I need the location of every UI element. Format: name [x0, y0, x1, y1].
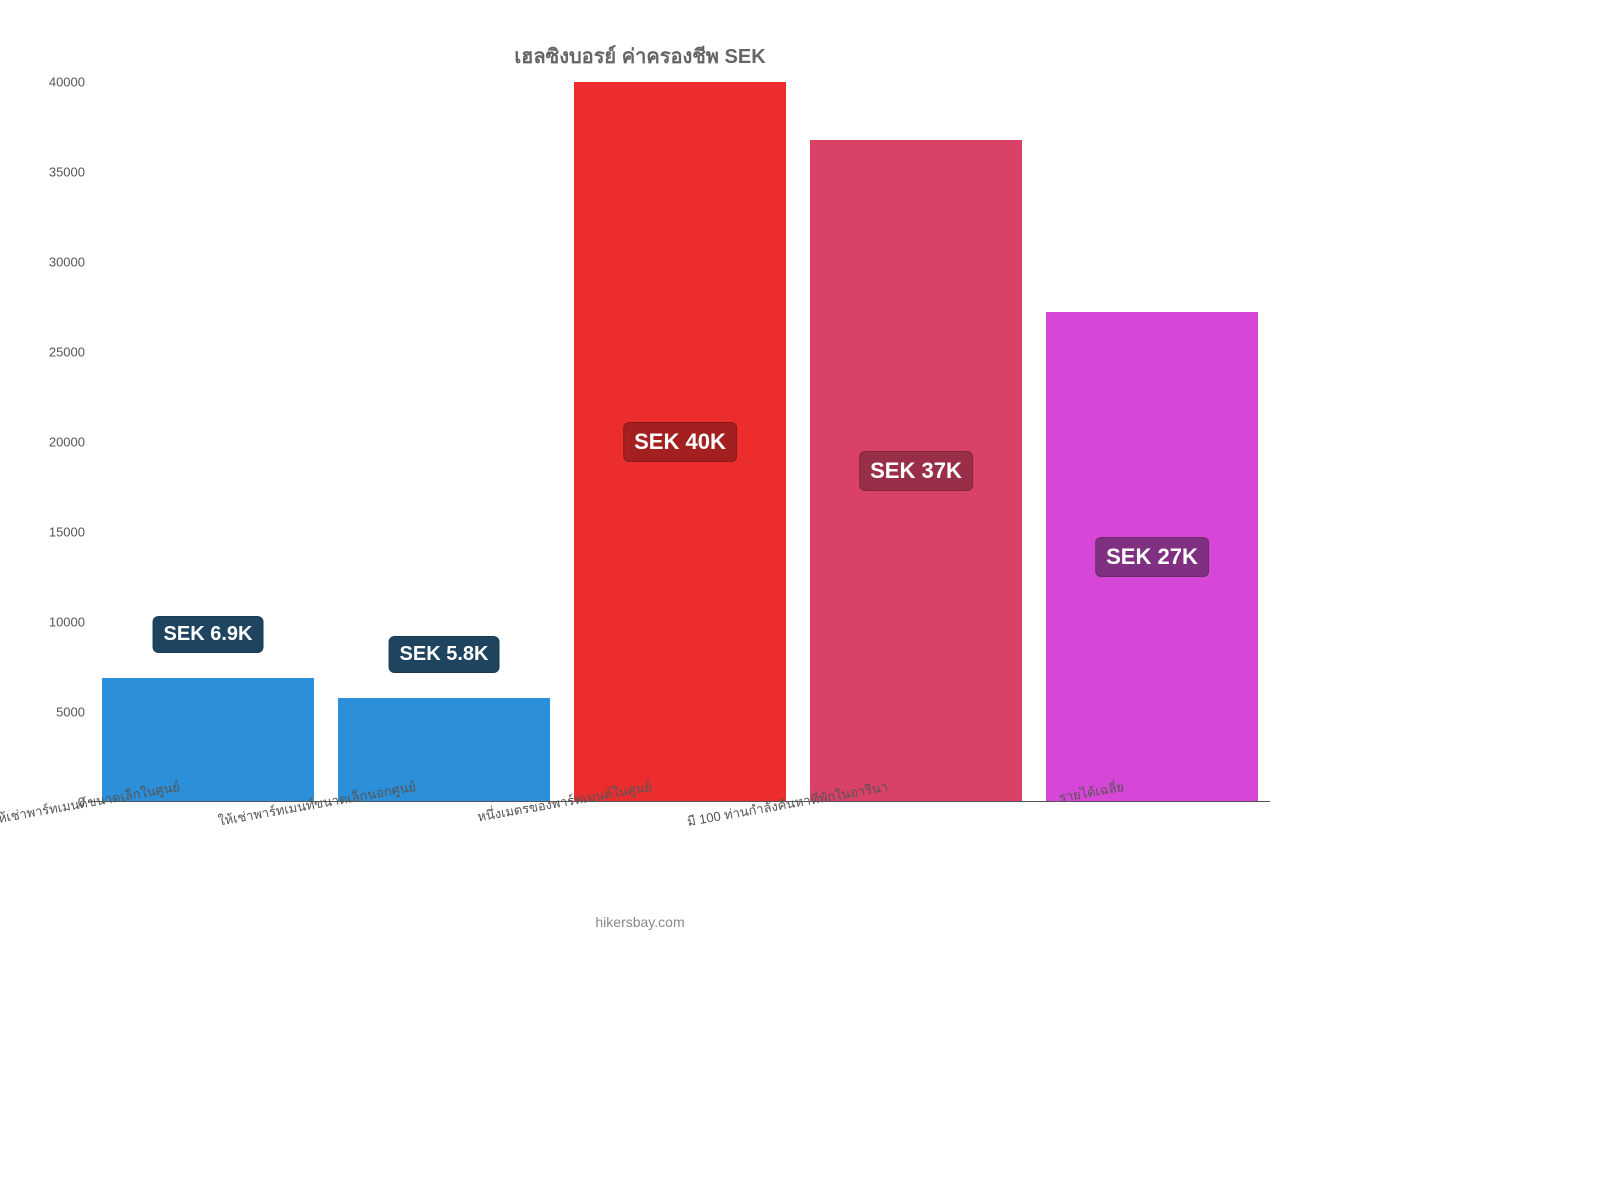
y-tick-label: 35000 — [49, 165, 85, 180]
bar-value-badge: SEK 5.8K — [389, 636, 500, 673]
chart-title: เฮลซิงบอรย์ ค่าครองชีพ SEK — [20, 40, 1260, 72]
bar-value-badge: SEK 37K — [859, 451, 973, 491]
y-tick-label: 30000 — [49, 255, 85, 270]
y-tick-label: 15000 — [49, 525, 85, 540]
x-axis-labels: ให้เช่าพาร์ทเมนด์ขนาดเล็กในศูนย์ให้เช่าพ… — [70, 770, 1250, 850]
x-tick-label: ให้เช่าพาร์ทเมนด์ขนาดเล็กในศูนย์ — [0, 776, 182, 830]
y-tick-label: 40000 — [49, 75, 85, 90]
bar-value-badge: SEK 6.9K — [153, 616, 264, 653]
x-tick-label: มี 100 ท่านกำลังค้นหาที่พักในอารีนา — [685, 776, 889, 832]
bar: SEK 27K — [1046, 312, 1258, 802]
cost-of-living-chart: เฮลซิงบอรย์ ค่าครองชีพ SEK 0500010000150… — [0, 0, 1280, 960]
bar: SEK 37K — [810, 140, 1022, 802]
chart-footer: hikersbay.com — [0, 914, 1280, 930]
y-tick-label: 5000 — [56, 705, 85, 720]
y-tick-label: 10000 — [49, 615, 85, 630]
plot-area: 0500010000150002000025000300003500040000… — [90, 82, 1270, 802]
x-tick-label: หนึ่งเมตรของพาร์ทเมนต์ในศูนย์ — [476, 776, 654, 827]
bar-value-badge: SEK 40K — [623, 422, 737, 462]
x-tick-label: ให้เช่าพาร์ทเมนท์ขนาดเล็กนอกศูนย์ — [217, 776, 418, 831]
y-tick-label: 20000 — [49, 435, 85, 450]
y-axis: 0500010000150002000025000300003500040000 — [40, 82, 85, 802]
bar: SEK 40K — [574, 82, 786, 802]
bar-value-badge: SEK 27K — [1095, 537, 1209, 577]
bars-group: SEK 6.9K SEK 5.8K SEK 40K SEK 37K SEK 27K — [90, 82, 1270, 802]
x-tick-label: รายได้เฉลี่ย — [1057, 776, 1125, 808]
y-tick-label: 25000 — [49, 345, 85, 360]
